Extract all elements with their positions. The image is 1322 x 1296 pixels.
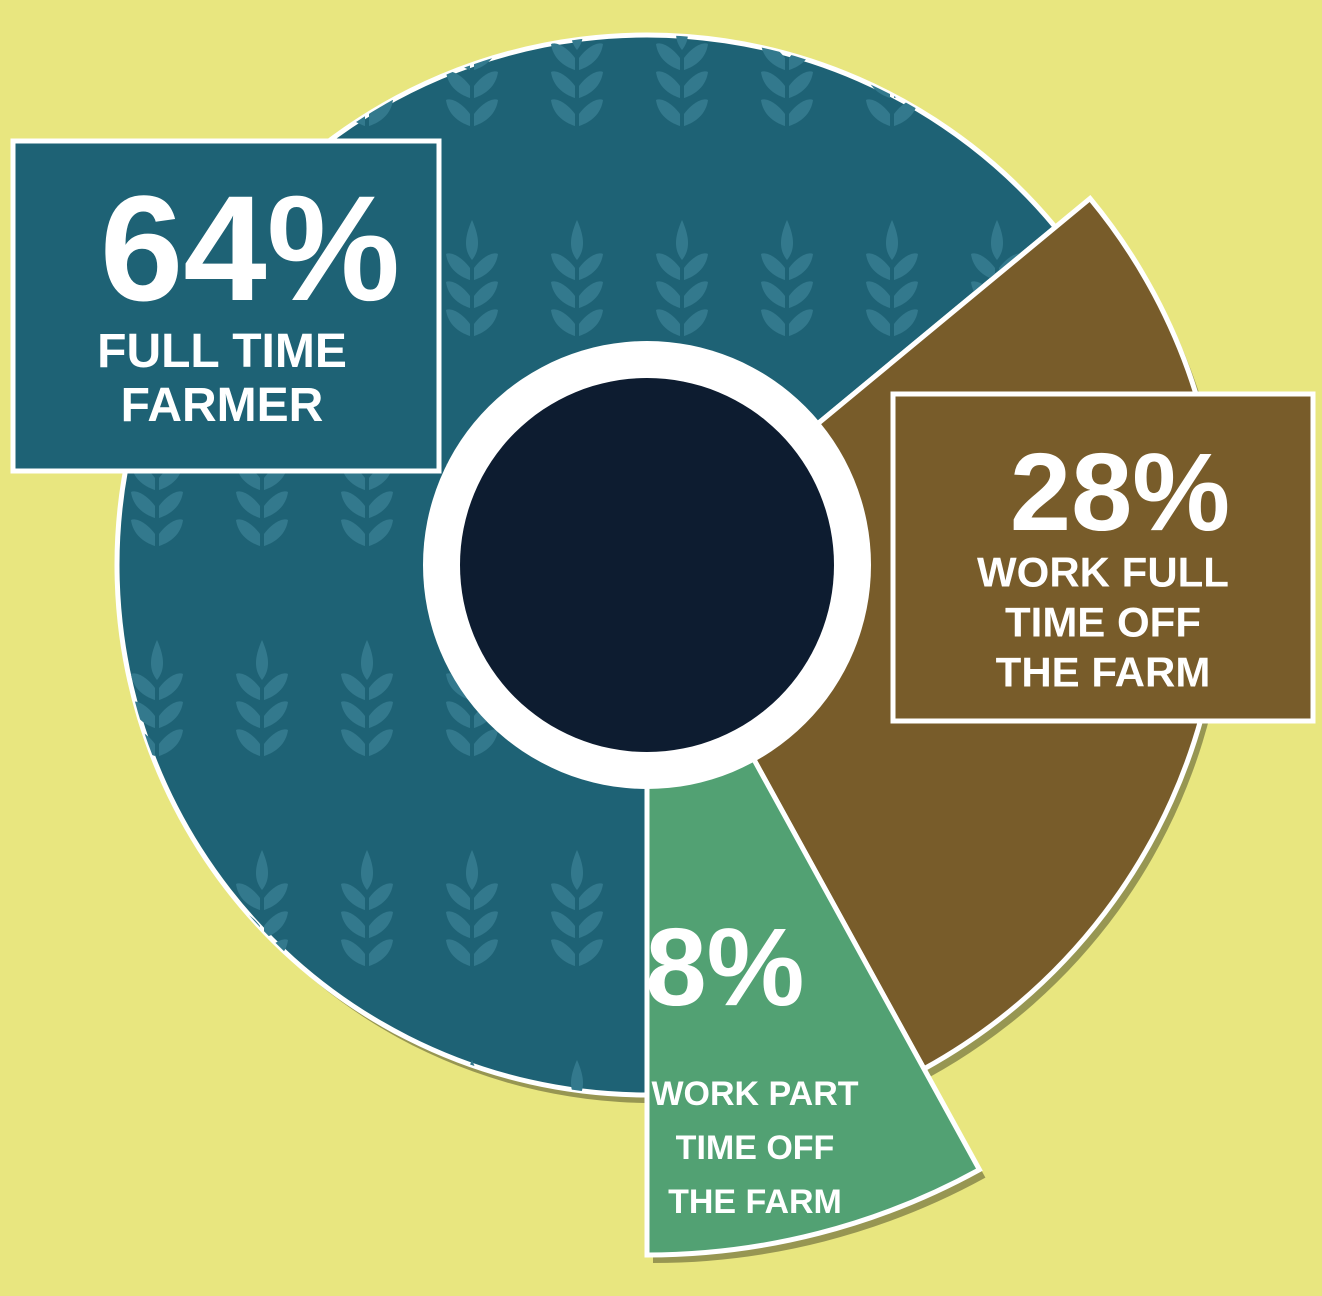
- value-label: 8%: [646, 906, 805, 1029]
- category-label: WORK PART: [651, 1075, 858, 1113]
- label-box: [10, 138, 442, 474]
- label-box: [890, 391, 1316, 724]
- category-label: FARMER: [121, 379, 324, 432]
- category-label: THE FARM: [996, 649, 1211, 696]
- category-label: TIME OFF: [1005, 599, 1201, 646]
- category-label: WORK FULL: [977, 549, 1229, 596]
- category-label: FULL TIME: [97, 325, 347, 378]
- category-label: THE FARM: [668, 1183, 842, 1221]
- value-label: 28%: [1010, 431, 1230, 554]
- donut-hole: [460, 378, 834, 752]
- value-label: 64%: [100, 164, 400, 332]
- category-label: TIME OFF: [676, 1129, 835, 1167]
